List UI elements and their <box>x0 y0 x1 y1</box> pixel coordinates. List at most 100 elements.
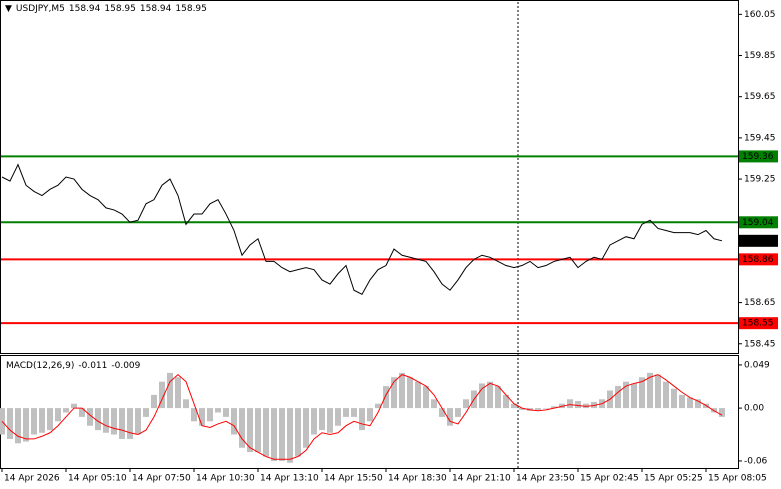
macd-bar <box>311 408 317 435</box>
macd-bar <box>687 397 693 409</box>
level-tag <box>739 253 778 266</box>
close: 158.95 <box>175 4 207 14</box>
x-tick-label: 15 Apr 05:25 <box>644 474 703 484</box>
x-tick-label: 14 Apr 10:30 <box>196 474 255 484</box>
macd-bar <box>183 399 189 409</box>
macd-bar <box>359 408 365 431</box>
macd-bar <box>31 408 37 435</box>
macd-bar <box>623 381 629 409</box>
macd-bar <box>543 408 549 409</box>
macd-bar <box>519 408 525 410</box>
x-tick-label: 14 Apr 05:10 <box>68 474 127 484</box>
macd-bar <box>87 408 93 426</box>
x-tick-label: 14 Apr 23:50 <box>516 474 575 484</box>
macd-bar <box>15 408 21 444</box>
level-label: 158.55 <box>742 319 774 329</box>
macd-header: MACD(12,26,9) -0.011 -0.009 <box>6 361 144 371</box>
low: 158.94 <box>139 4 172 14</box>
macd-bar <box>375 403 381 409</box>
macd-bar <box>199 408 205 426</box>
macd-bar <box>535 408 541 410</box>
y-tick-label: 158.65 <box>744 298 776 308</box>
x-tick-label: 14 Apr 21:10 <box>452 474 511 484</box>
macd-title: MACD(12,26,9) <box>6 361 75 371</box>
price-label: 158.95 <box>742 236 774 246</box>
macd-bar <box>143 408 149 417</box>
collapse-arrow: ▼ <box>5 4 12 14</box>
macd-bar <box>407 377 413 409</box>
macd-bar <box>111 408 117 435</box>
macd-bar <box>695 399 701 409</box>
macd-bar <box>191 408 197 422</box>
macd-bar <box>151 394 157 409</box>
macd-bar <box>7 408 13 439</box>
y-tick-label: 0.049 <box>744 360 770 370</box>
macd-bar <box>639 377 645 409</box>
x-tick-label: 14 Apr 13:10 <box>260 474 319 484</box>
price-tag <box>739 234 778 247</box>
signal-line <box>1 373 723 460</box>
macd-bar <box>383 386 389 409</box>
macd-bar <box>335 408 341 426</box>
macd-bar <box>719 408 725 417</box>
macd-bar <box>127 408 133 439</box>
x-tick-label: 14 Apr 18:30 <box>388 474 447 484</box>
macd-bar <box>79 408 85 417</box>
macd-bar <box>303 408 309 448</box>
macd-bar <box>239 408 245 448</box>
macd-bar <box>455 408 461 417</box>
macd-bar <box>231 408 237 435</box>
macd-bar <box>575 401 581 409</box>
macd-bar <box>655 374 661 409</box>
macd-bar <box>287 408 293 463</box>
price-header: ▼ USDJPY,M5 158.94 158.95 158.94 158.95 <box>5 4 211 14</box>
level-tag <box>739 216 778 229</box>
level-tag <box>739 150 778 163</box>
macd-bar <box>511 403 517 409</box>
y-tick-label: -0.06 <box>744 456 768 466</box>
symbol: USDJPY,M5 <box>15 4 65 14</box>
x-tick-label: 14 Apr 07:50 <box>132 474 191 484</box>
macd-bar <box>223 408 229 417</box>
macd-bar <box>63 408 69 413</box>
macd-bar <box>327 408 333 433</box>
macd-bar <box>551 406 557 409</box>
macd-bar <box>447 408 453 426</box>
y-tick-label: 159.65 <box>744 92 776 102</box>
macd-bar <box>391 377 397 409</box>
macd-bar <box>487 381 493 409</box>
macd-bar <box>415 381 421 409</box>
macd-bar <box>615 386 621 409</box>
macd-bar <box>255 408 261 453</box>
price-line <box>1 163 723 296</box>
open: 158.94 <box>68 4 101 14</box>
macd-bar <box>367 408 373 422</box>
macd-bar <box>135 408 141 435</box>
signal-value: -0.009 <box>111 361 141 371</box>
macd-bar <box>23 408 29 442</box>
macd-bar <box>503 394 509 409</box>
y-tick-label: 0.00 <box>744 404 764 414</box>
macd-bar <box>247 408 253 453</box>
macd-bar <box>431 399 437 409</box>
macd-bar <box>647 372 653 409</box>
macd-bar <box>295 408 301 457</box>
macd-bar <box>439 408 445 417</box>
macd-bar <box>71 403 77 409</box>
macd-bar <box>103 408 109 433</box>
macd-bar <box>463 399 469 409</box>
macd-bar <box>55 408 61 422</box>
macd-bar <box>479 383 485 409</box>
y-tick-label: 159.85 <box>744 51 776 61</box>
macd-bar <box>175 377 181 409</box>
macd-bar <box>167 372 173 409</box>
x-tick-label: 15 Apr 08:05 <box>708 474 767 484</box>
x-tick-label: 15 Apr 02:45 <box>580 474 639 484</box>
macd-bar <box>207 408 213 422</box>
macd-bar <box>399 372 405 409</box>
y-tick-label: 158.45 <box>744 339 776 349</box>
macd-bar <box>95 408 101 431</box>
y-tick-label: 160.05 <box>744 10 776 20</box>
macd-bar <box>263 408 269 457</box>
level-label: 159.36 <box>742 152 774 162</box>
